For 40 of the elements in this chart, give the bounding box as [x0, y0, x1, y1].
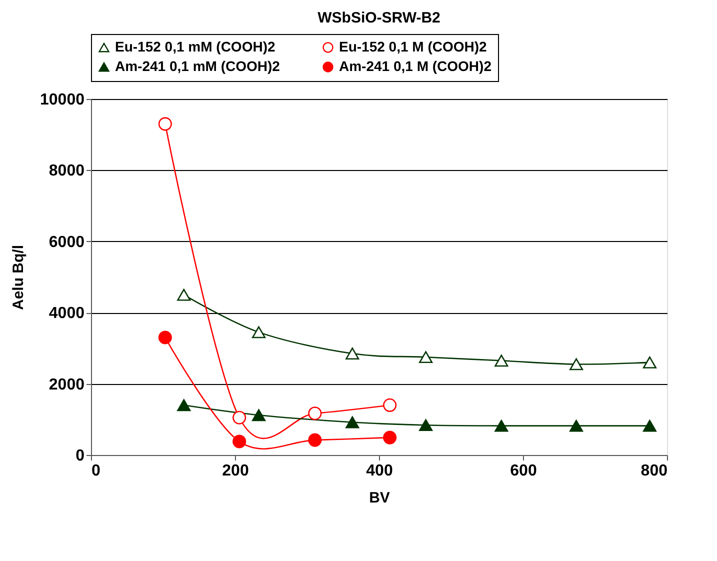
point: [419, 419, 433, 432]
x-tick-label: 800: [640, 462, 668, 480]
y-tick-label: 0: [76, 448, 85, 464]
point: [494, 420, 508, 432]
point: [570, 420, 584, 432]
legend-label: Am-241 0,1 M (COOH)2: [339, 58, 492, 74]
x-axis-title: BV: [369, 490, 390, 506]
legend-label: Eu-152 0,1 mM (COOH)2: [115, 38, 276, 54]
point: [308, 406, 322, 420]
point: [252, 326, 266, 338]
point: [158, 117, 172, 131]
point: [383, 430, 397, 444]
point: [383, 398, 397, 412]
point: [158, 330, 172, 344]
point: [642, 420, 656, 432]
legend-label: Am-241 0,1 mM (COOH)2: [115, 58, 280, 74]
point: [419, 351, 433, 364]
y-tick-label: 8000: [48, 162, 85, 180]
point: [642, 356, 656, 368]
point: [570, 358, 584, 370]
y-tick-label: 6000: [48, 234, 85, 251]
x-tick-label: 400: [366, 462, 393, 480]
x-tick-label: 200: [222, 462, 249, 480]
y-tick-label: 4000: [48, 305, 85, 322]
point: [177, 288, 191, 301]
point: [252, 409, 266, 422]
point: [308, 433, 322, 447]
point: [177, 399, 191, 412]
point: [232, 410, 246, 424]
x-tick-label: 600: [510, 462, 537, 480]
point: [346, 416, 360, 428]
point: [346, 348, 360, 360]
point: [494, 354, 508, 367]
y-tick-label: 2000: [48, 376, 85, 394]
x-tick-label: 0: [92, 462, 100, 480]
legend-label: Eu-152 0,1 M (COOH)2: [339, 38, 488, 54]
chart-title: WSbSiO-SRW-B2: [318, 10, 440, 26]
point: [232, 434, 246, 448]
y-axis-title: Aelu Bq/l: [10, 244, 28, 310]
y-tick-label: 10000: [40, 92, 85, 108]
